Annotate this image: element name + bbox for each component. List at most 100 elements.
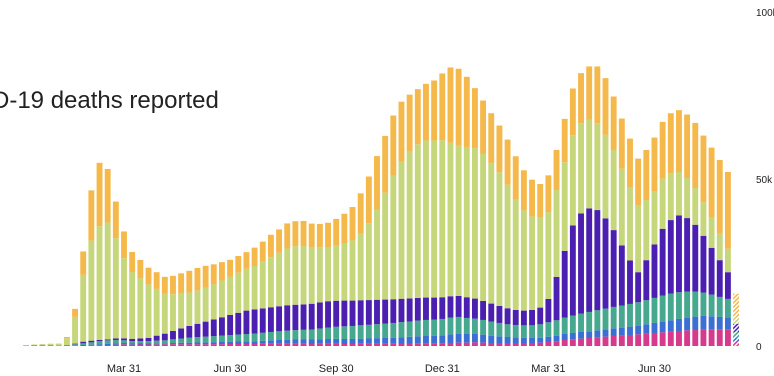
bar-segment xyxy=(398,101,405,162)
bar-segment xyxy=(651,244,658,298)
bar-segment xyxy=(627,334,633,346)
bar-segment xyxy=(194,290,201,324)
bar-segment xyxy=(341,300,348,327)
bar-segment xyxy=(700,292,707,316)
bar-segment xyxy=(643,333,650,346)
bar-segment xyxy=(72,308,78,317)
bar-segment xyxy=(137,260,144,279)
bar-segment xyxy=(170,294,176,331)
bar-segment xyxy=(569,225,576,316)
bar-segment xyxy=(316,302,323,329)
bar-segment xyxy=(586,337,593,346)
bar-segment xyxy=(80,345,87,346)
bar-segment xyxy=(643,149,650,201)
bar-segment xyxy=(39,344,46,346)
bar-segment xyxy=(267,257,274,308)
bar-segment xyxy=(316,247,323,303)
bar-segment xyxy=(235,344,242,346)
bar-segment xyxy=(227,314,234,335)
bar-segment xyxy=(300,339,307,344)
bar-segment xyxy=(219,280,225,318)
bar-segment xyxy=(251,333,258,342)
bar-segment xyxy=(431,319,438,336)
bar-segment xyxy=(447,67,454,143)
bar-segment xyxy=(439,73,446,141)
bar-segment xyxy=(153,272,160,289)
bar-segment xyxy=(202,287,209,322)
bar-segment xyxy=(96,162,103,227)
bar-segment xyxy=(129,251,136,273)
partial-bar-segment xyxy=(733,331,740,338)
bar-segment xyxy=(88,345,95,346)
bar-segment xyxy=(439,318,446,336)
bar-segment xyxy=(545,341,552,346)
bar-segment xyxy=(553,276,560,321)
bar-segment xyxy=(104,340,111,344)
bar-segment xyxy=(643,200,650,261)
bar-segment xyxy=(357,325,364,339)
bar-segment xyxy=(259,340,266,344)
bar-segment xyxy=(194,268,201,291)
bar-segment xyxy=(227,276,234,315)
bar-segment xyxy=(80,251,87,275)
bar-segment xyxy=(692,329,699,346)
bar-segment xyxy=(300,343,307,346)
bar-segment xyxy=(684,114,691,178)
bar-segment xyxy=(610,96,617,150)
bar-segment xyxy=(684,218,691,292)
bar-segment xyxy=(578,123,584,214)
bar-segment xyxy=(700,315,707,330)
bar-segment xyxy=(676,292,682,319)
bar-segment xyxy=(520,170,527,211)
bar-segment xyxy=(398,343,405,346)
bar-segment xyxy=(112,343,119,345)
bar-segment xyxy=(178,293,185,329)
bar-segment xyxy=(455,333,462,343)
bar-segment xyxy=(145,343,152,345)
bar-segment xyxy=(529,325,535,338)
bar-segment xyxy=(259,241,266,262)
x-tick-label: Mar 31 xyxy=(531,363,565,375)
bar-segment xyxy=(700,235,707,293)
bar-segment xyxy=(382,192,389,300)
bar-segment xyxy=(202,342,209,345)
bar-segment xyxy=(692,291,699,317)
bar-segment xyxy=(374,209,380,300)
bar-segment xyxy=(137,338,144,342)
bar-segment xyxy=(251,344,258,346)
bar-segment xyxy=(374,156,380,210)
bar-segment xyxy=(651,137,658,192)
bar-segment xyxy=(170,275,176,295)
bar-segment xyxy=(284,330,291,340)
bar-segment xyxy=(635,205,642,273)
bar-segment xyxy=(504,184,511,309)
bar-segment xyxy=(333,338,340,344)
bar-segment xyxy=(439,335,446,344)
bar-segment xyxy=(406,94,413,152)
bar-segment xyxy=(480,319,487,335)
bar-segment xyxy=(349,207,356,241)
bar-segment xyxy=(186,292,193,326)
bar-segment xyxy=(578,338,584,346)
bar-segment xyxy=(488,303,495,322)
bar-segment xyxy=(243,333,250,342)
bar-segment xyxy=(243,310,250,334)
bar-segment xyxy=(439,297,446,319)
bar-segment xyxy=(31,345,38,346)
bar-segment xyxy=(471,342,478,346)
bar-segment xyxy=(512,337,519,343)
bar-segment xyxy=(284,343,291,346)
bar-segment xyxy=(88,342,95,345)
bar-segment xyxy=(349,325,356,339)
bar-segment xyxy=(276,343,283,346)
bar-segment xyxy=(219,344,225,346)
bar-segment xyxy=(594,123,601,211)
bar-segment xyxy=(243,341,250,344)
x-tick-label: Sep 30 xyxy=(319,363,354,375)
bar-segment xyxy=(161,344,168,346)
bar-segment xyxy=(325,338,331,344)
bar-segment xyxy=(145,267,152,285)
bar-segment xyxy=(112,338,119,341)
bar-segment xyxy=(423,343,429,346)
bar-segment xyxy=(692,122,699,189)
